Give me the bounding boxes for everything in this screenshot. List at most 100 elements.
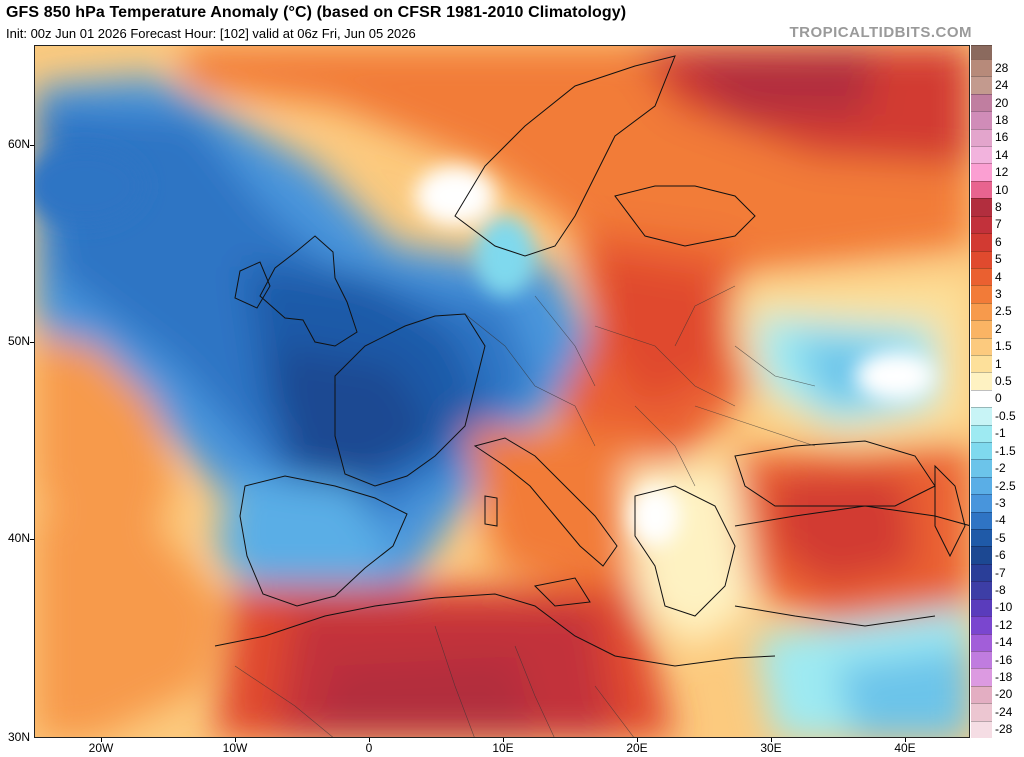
border-overlay bbox=[234, 285, 816, 737]
legend-swatch bbox=[971, 215, 992, 234]
legend-swatch bbox=[971, 598, 992, 617]
forecast-info: Init: 00z Jun 01 2026 Forecast Hour: [10… bbox=[6, 26, 416, 41]
legend-swatch bbox=[971, 180, 992, 199]
lon-tick-20e bbox=[637, 738, 638, 742]
legend-entry: 0.5 bbox=[971, 372, 1023, 390]
anomaly-field bbox=[35, 46, 969, 737]
legend-entry: 16 bbox=[971, 128, 1023, 147]
lon-label-0: 0 bbox=[365, 741, 373, 755]
legend-entry: -16 bbox=[971, 650, 1023, 669]
legend-entry: -2 bbox=[971, 459, 1023, 477]
legend-swatch bbox=[971, 459, 992, 477]
legend-swatch bbox=[971, 442, 992, 460]
legend-swatch bbox=[971, 703, 992, 721]
legend-swatch bbox=[971, 511, 992, 530]
legend-label: 5 bbox=[995, 252, 1002, 267]
lat-label-40n: 40N bbox=[7, 531, 30, 545]
site-brand: TROPICALTIDBITS.COM bbox=[789, 24, 972, 41]
legend-entry: 1.5 bbox=[971, 337, 1023, 355]
color-legend: 28 24 20 18 16 14 12 10 8 7 6 5 4 3 2.5 2 1.5 1 0.5 0 -0.5 -1… bbox=[971, 45, 1023, 738]
legend-top-swatch bbox=[971, 45, 992, 59]
legend-entry: 2.5 bbox=[971, 302, 1023, 321]
legend-swatch bbox=[971, 720, 992, 738]
legend-entry: 12 bbox=[971, 163, 1023, 181]
legend-entry: 0 bbox=[971, 389, 1023, 408]
legend-label: 18 bbox=[995, 112, 1009, 127]
legend-entry: -3 bbox=[971, 494, 1023, 512]
legend-swatch bbox=[971, 407, 992, 425]
lon-tick-0 bbox=[369, 738, 370, 742]
legend-entry: 3 bbox=[971, 285, 1023, 303]
legend-swatch bbox=[971, 650, 992, 669]
legend-label: 2 bbox=[995, 321, 1002, 336]
legend-entry: -5 bbox=[971, 529, 1023, 547]
legend-label: 3 bbox=[995, 287, 1002, 302]
lon-tick-40e bbox=[905, 738, 906, 742]
legend-swatch bbox=[971, 128, 992, 147]
lat-label-30n: 30N bbox=[7, 730, 30, 744]
legend-label: -2.5 bbox=[995, 478, 1016, 493]
lon-label-20e: 20E bbox=[626, 741, 648, 755]
legend-entry: 2 bbox=[971, 320, 1023, 338]
legend-entry: -18 bbox=[971, 668, 1023, 686]
legend-swatch bbox=[971, 685, 992, 704]
lat-tick-60n bbox=[30, 145, 34, 146]
legend-label: -7 bbox=[995, 565, 1006, 580]
legend-label: -24 bbox=[995, 704, 1013, 719]
legend-entry: 14 bbox=[971, 146, 1023, 164]
legend-label: -3 bbox=[995, 495, 1006, 510]
legend-label: 0 bbox=[995, 391, 1002, 406]
legend-swatch bbox=[971, 581, 992, 599]
legend-swatch bbox=[971, 250, 992, 268]
legend-entry: 20 bbox=[971, 93, 1023, 112]
legend-entry: -1 bbox=[971, 424, 1023, 443]
legend-label: -20 bbox=[995, 687, 1013, 702]
legend-entry: 4 bbox=[971, 267, 1023, 286]
lon-label-10e: 10E bbox=[492, 741, 514, 755]
legend-swatch bbox=[971, 198, 992, 216]
legend-label: -28 bbox=[995, 722, 1013, 737]
legend-label: -6 bbox=[995, 548, 1006, 563]
legend-label: 6 bbox=[995, 234, 1002, 249]
legend-swatch bbox=[971, 563, 992, 582]
legend-label: 2.5 bbox=[995, 304, 1012, 319]
legend-label: 14 bbox=[995, 147, 1009, 162]
legend-swatch bbox=[971, 233, 992, 251]
legend-swatch bbox=[971, 668, 992, 686]
legend-swatch bbox=[971, 111, 992, 129]
legend-entry: 8 bbox=[971, 198, 1023, 216]
legend-label: -4 bbox=[995, 513, 1006, 528]
legend-swatch bbox=[971, 476, 992, 495]
legend-swatch bbox=[971, 546, 992, 564]
legend-label: 4 bbox=[995, 269, 1002, 284]
map-title: GFS 850 hPa Temperature Anomaly (°C) (ba… bbox=[6, 4, 627, 21]
legend-swatch bbox=[971, 337, 992, 355]
legend-entry: 28 bbox=[971, 59, 1023, 77]
legend-entry: -14 bbox=[971, 633, 1023, 651]
legend-entry: 10 bbox=[971, 180, 1023, 199]
legend-swatch bbox=[971, 424, 992, 443]
legend-label: 12 bbox=[995, 165, 1009, 180]
legend-entry: -1.5 bbox=[971, 442, 1023, 460]
lat-tick-40n bbox=[30, 539, 34, 540]
legend-entry: -24 bbox=[971, 703, 1023, 721]
anomaly-map bbox=[34, 45, 970, 738]
legend-entry: -28 bbox=[971, 720, 1023, 738]
legend-label: -2 bbox=[995, 461, 1006, 476]
legend-entry: -6 bbox=[971, 546, 1023, 564]
legend-label: -1 bbox=[995, 426, 1006, 441]
legend-label: -16 bbox=[995, 652, 1013, 667]
legend-label: 10 bbox=[995, 182, 1009, 197]
legend-entry: 5 bbox=[971, 250, 1023, 268]
legend-entry: 18 bbox=[971, 111, 1023, 129]
lon-tick-30e bbox=[771, 738, 772, 742]
legend-entry: -7 bbox=[971, 563, 1023, 582]
legend-entry: 1 bbox=[971, 354, 1023, 373]
legend-label: 1 bbox=[995, 356, 1002, 371]
legend-label: 0.5 bbox=[995, 374, 1012, 389]
lon-tick-20w bbox=[101, 738, 102, 742]
legend-entry: -10 bbox=[971, 598, 1023, 617]
legend-swatch bbox=[971, 93, 992, 112]
legend-swatch bbox=[971, 146, 992, 164]
legend-label: 24 bbox=[995, 78, 1009, 93]
